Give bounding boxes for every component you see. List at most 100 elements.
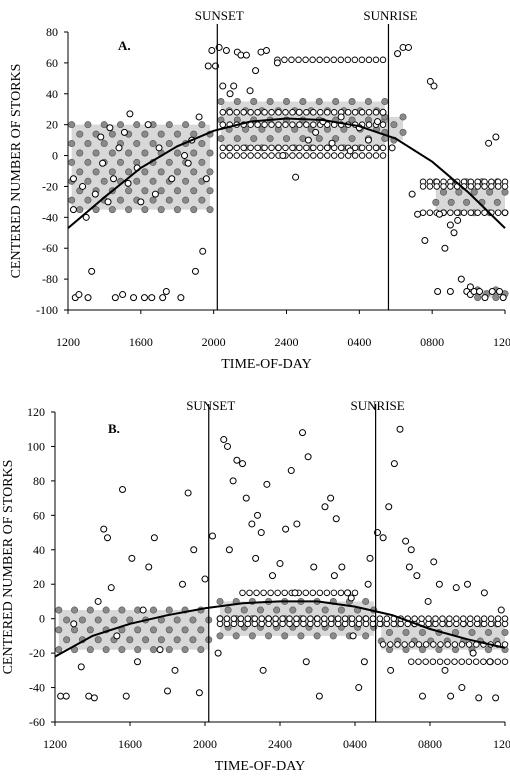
data-point-row bbox=[419, 209, 427, 216]
data-point-row bbox=[268, 144, 275, 152]
band-point bbox=[68, 196, 76, 204]
data-point bbox=[246, 87, 254, 95]
data-point bbox=[94, 597, 102, 605]
data-point-row bbox=[261, 152, 268, 159]
data-point-row bbox=[289, 144, 296, 152]
band-point bbox=[133, 140, 141, 148]
data-point bbox=[177, 294, 185, 302]
band-point bbox=[165, 606, 173, 614]
band-point bbox=[348, 116, 356, 124]
panel-label: B. bbox=[108, 421, 120, 436]
data-point-row bbox=[494, 209, 502, 216]
x-tick-label: 0400 bbox=[347, 335, 371, 349]
band-point bbox=[55, 626, 63, 634]
data-point bbox=[407, 546, 415, 554]
data-point-row bbox=[379, 121, 387, 128]
data-point-row bbox=[330, 152, 338, 159]
x-tick-label: 1200 bbox=[56, 335, 80, 349]
data-point-row bbox=[430, 641, 437, 648]
data-point-row bbox=[379, 56, 387, 64]
x-tick-label: 1200 bbox=[493, 335, 510, 349]
data-point bbox=[151, 190, 159, 198]
data-point-row bbox=[274, 589, 281, 597]
data-point bbox=[435, 580, 443, 588]
data-point bbox=[222, 47, 230, 55]
band-point bbox=[297, 632, 305, 640]
x-tick-label: 2000 bbox=[202, 335, 226, 349]
data-point bbox=[84, 294, 92, 302]
data-point bbox=[379, 534, 387, 542]
data-point-row bbox=[372, 152, 380, 159]
data-point bbox=[225, 546, 233, 554]
band-point bbox=[190, 206, 198, 214]
data-point-row bbox=[488, 183, 495, 190]
y-tick-label: 20 bbox=[33, 577, 45, 591]
band-point bbox=[141, 130, 149, 138]
band-point bbox=[190, 168, 198, 176]
data-point-row bbox=[296, 144, 303, 152]
data-point-row bbox=[408, 641, 416, 648]
data-point bbox=[190, 546, 198, 554]
data-point bbox=[488, 287, 496, 295]
data-point bbox=[62, 692, 70, 700]
band-point bbox=[315, 98, 323, 106]
band-point bbox=[216, 597, 224, 605]
y-axis-title: CENTERED NUMBER OF STORKS bbox=[9, 64, 24, 279]
data-point-row bbox=[281, 589, 288, 597]
data-point bbox=[312, 128, 320, 136]
band-point bbox=[362, 632, 370, 640]
data-point-row bbox=[303, 121, 310, 128]
event-label-sunrise: SUNRISE bbox=[363, 8, 417, 23]
data-point-row bbox=[365, 109, 373, 116]
data-point bbox=[450, 229, 458, 237]
data-point bbox=[145, 563, 153, 571]
band-point bbox=[157, 130, 165, 138]
data-point bbox=[115, 144, 123, 152]
band-point bbox=[190, 130, 198, 138]
data-point-row bbox=[282, 121, 289, 128]
data-point-row bbox=[275, 121, 282, 128]
data-point bbox=[330, 572, 338, 580]
data-point bbox=[485, 139, 493, 147]
data-point-row bbox=[289, 152, 296, 159]
y-tick-label: -40 bbox=[42, 210, 58, 224]
band-point bbox=[141, 149, 149, 157]
data-point-row bbox=[465, 641, 473, 648]
data-point bbox=[344, 589, 351, 597]
band-point bbox=[125, 149, 133, 157]
band-point bbox=[165, 158, 173, 166]
data-point-row bbox=[344, 109, 352, 116]
data-point bbox=[85, 692, 93, 700]
data-point bbox=[464, 580, 471, 588]
band-point bbox=[250, 98, 258, 106]
data-point bbox=[262, 47, 270, 55]
data-point-row bbox=[307, 615, 314, 622]
band-point bbox=[418, 646, 426, 654]
data-point bbox=[499, 294, 507, 302]
data-point-row bbox=[310, 109, 317, 116]
data-point bbox=[454, 216, 462, 224]
data-point-row bbox=[316, 56, 323, 64]
band-point bbox=[402, 628, 410, 636]
data-point bbox=[148, 294, 156, 302]
data-point bbox=[469, 649, 477, 657]
band-point bbox=[248, 632, 256, 640]
data-point bbox=[204, 62, 212, 70]
data-point-row bbox=[466, 615, 474, 622]
data-point-row bbox=[253, 589, 260, 597]
band-point bbox=[182, 196, 190, 204]
y-tick-label: 60 bbox=[46, 56, 58, 70]
band-point bbox=[455, 188, 463, 196]
band-point bbox=[232, 632, 240, 640]
band-point bbox=[141, 187, 149, 195]
data-point-row bbox=[279, 615, 286, 622]
data-point bbox=[88, 267, 96, 275]
data-point-row bbox=[254, 109, 261, 116]
x-tick-label: 1200 bbox=[493, 737, 510, 751]
data-point-row bbox=[296, 121, 303, 128]
data-point-row bbox=[369, 615, 377, 622]
data-point-row bbox=[433, 183, 440, 190]
data-point-row bbox=[309, 56, 316, 64]
y-tick-label: 80 bbox=[46, 25, 58, 39]
